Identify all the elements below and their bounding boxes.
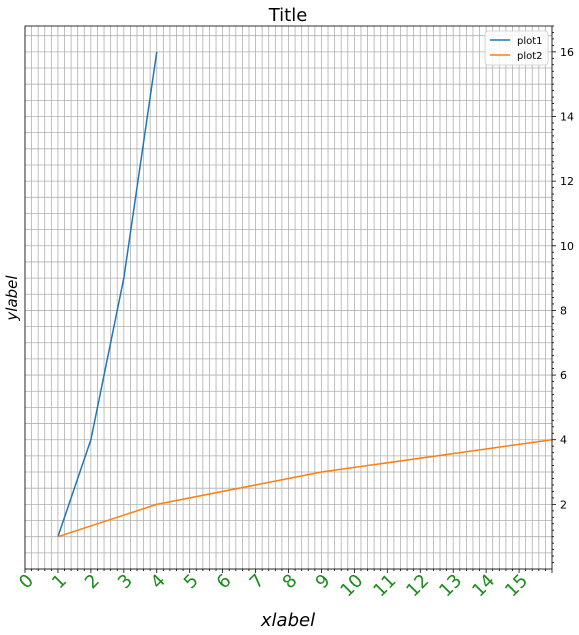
- x-tick-label: 11: [369, 570, 400, 601]
- x-tick-label: 6: [213, 570, 236, 593]
- x-tick-label: 15: [501, 570, 532, 601]
- x-tick-label: 1: [48, 570, 71, 593]
- x-axis-ticks: 0 1 2 3 4 5 6 7 8 9 10 11 12 13 14 15: [15, 569, 552, 601]
- x-tick-label: 14: [468, 570, 499, 601]
- y-tick-label: 2: [560, 498, 567, 511]
- x-tick-label: 0: [15, 570, 38, 593]
- x-axis-label: xlabel: [260, 610, 315, 631]
- legend-label-plot2: plot2: [517, 51, 543, 62]
- chart-title: Title: [268, 5, 308, 26]
- x-tick-label: 13: [435, 570, 466, 601]
- y-tick-label: 14: [560, 111, 574, 124]
- y-tick-label: 6: [560, 369, 567, 382]
- y-tick-label: 10: [560, 240, 574, 253]
- x-tick-label: 9: [312, 570, 335, 593]
- legend: plot1 plot2: [485, 31, 548, 65]
- y-tick-label: 12: [560, 175, 574, 188]
- x-tick-label: 2: [81, 570, 104, 593]
- legend-label-plot1: plot1: [517, 36, 543, 47]
- x-tick-label: 10: [336, 570, 367, 601]
- x-tick-label: 5: [180, 570, 203, 593]
- y-axis-ticks: 2 4 6 8 10 12 14 16: [552, 26, 574, 563]
- x-tick-label: 3: [114, 570, 137, 593]
- x-tick-label: 12: [402, 570, 433, 601]
- x-tick-label: 7: [246, 570, 269, 593]
- y-tick-label: 4: [560, 434, 567, 447]
- y-tick-label: 16: [560, 46, 574, 59]
- grid: [25, 26, 552, 569]
- x-tick-label: 8: [279, 570, 302, 593]
- x-tick-label: 4: [147, 570, 170, 593]
- y-tick-label: 8: [560, 304, 567, 317]
- y-axis-label: ylabel: [3, 275, 21, 322]
